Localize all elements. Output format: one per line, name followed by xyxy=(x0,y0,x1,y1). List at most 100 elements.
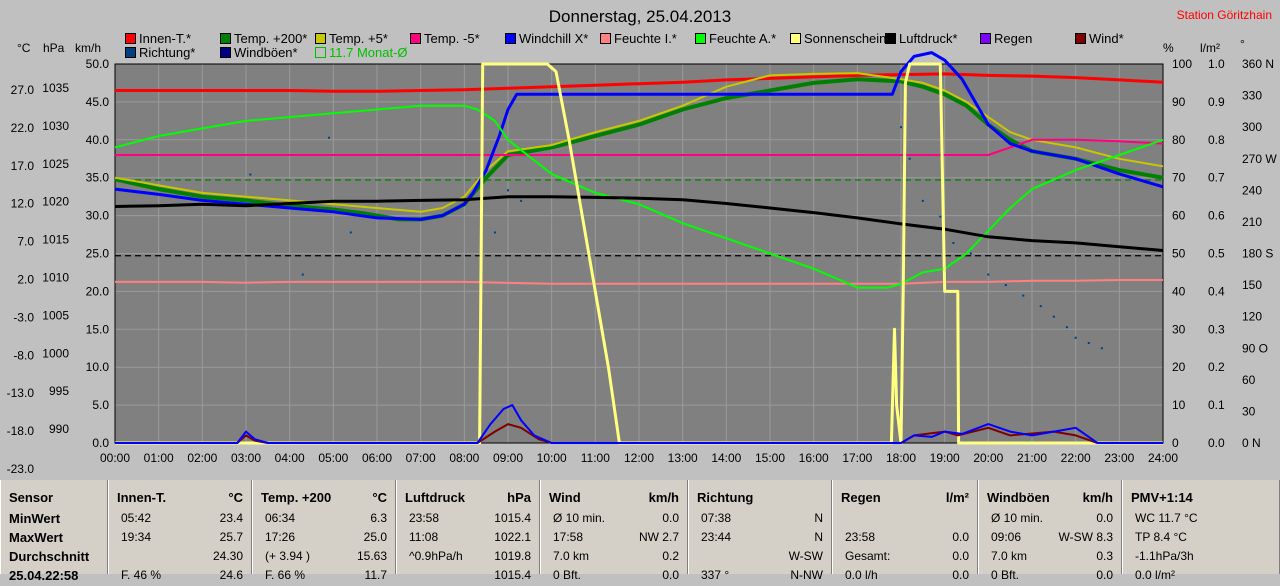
direction-point xyxy=(520,199,523,202)
series-line xyxy=(114,51,1164,221)
stats-cell-value: N xyxy=(814,511,823,525)
legend-item: 11.7 Monat-Ø xyxy=(315,45,408,60)
stats-cell-value: 0.0 xyxy=(1096,568,1113,582)
stats-cell-label: Ø 10 min. xyxy=(553,511,606,525)
legend-swatch xyxy=(410,33,421,44)
tick-lm2: 0.7 xyxy=(1208,171,1225,185)
direction-point xyxy=(921,199,924,202)
direction-point xyxy=(939,215,942,218)
tick-x: 23:00 xyxy=(1104,451,1134,465)
legend-swatch xyxy=(600,33,611,44)
stats-row: F. 46 % 24.6 xyxy=(117,568,243,586)
legend-label: Luftdruck* xyxy=(899,31,958,46)
unit-percent: % xyxy=(1163,41,1174,55)
stats-cell-value: 0.3 xyxy=(1096,549,1113,563)
tick-lm2: 0.4 xyxy=(1208,284,1225,298)
stats-row: Durchschnitt xyxy=(9,549,99,567)
legend-item: Sonnenschein* xyxy=(790,31,891,46)
stats-column-unit: l/m² xyxy=(945,490,969,505)
legend-item: Luftdruck* xyxy=(885,31,958,46)
stats-column-unit: hPa xyxy=(507,490,531,505)
stats-column: Luftdruck hPa 23:58 1015.4 11:08 1022.1 ^0.9hP… xyxy=(396,480,540,582)
stats-cell-label: Durchschnitt xyxy=(9,549,90,564)
stats-row: 24.30 xyxy=(117,549,243,567)
stats-row: 0 Bft. 0.0 xyxy=(987,568,1113,586)
tick-lm2: 0.2 xyxy=(1208,360,1225,374)
legend-label: Temp. -5* xyxy=(424,31,480,46)
stats-cell-value: 0.2 xyxy=(662,549,679,563)
stats-cell-label: MaxWert xyxy=(9,530,63,545)
stats-cell-label: -1.1hPa/3h xyxy=(1135,549,1194,563)
legend-label: 11.7 Monat-Ø xyxy=(329,45,408,60)
stats-row: 1015.4 xyxy=(405,568,531,586)
tick-hpa: 1020 xyxy=(42,195,69,209)
tick-x: 10:00 xyxy=(537,451,567,465)
legend-swatch xyxy=(1075,33,1086,44)
stats-column-title: Windböen km/h xyxy=(987,490,1113,505)
tick-celsius: 17.0 xyxy=(11,159,35,173)
stats-cell-value: 6.3 xyxy=(370,511,387,525)
stats-row: 19:34 25.7 xyxy=(117,530,243,548)
legend-swatch xyxy=(790,33,801,44)
stats-cell-value: 0.0 xyxy=(952,568,969,582)
unit-deg: ° xyxy=(1240,37,1245,51)
tick-percent: 70 xyxy=(1172,171,1186,185)
stats-row: 17:26 25.0 xyxy=(261,530,387,548)
stats-cell-label: 19:34 xyxy=(121,530,152,544)
legend-item: Temp. +200* xyxy=(220,31,307,46)
legend-swatch xyxy=(695,33,706,44)
stats-cell-label: 0 Bft. xyxy=(991,568,1020,582)
stats-column-title: PMV+1:14 xyxy=(1131,490,1193,505)
tick-lm2: 0.0 xyxy=(1208,436,1225,450)
tick-percent: 40 xyxy=(1172,284,1186,298)
stats-cell-label: 17:58 xyxy=(553,530,584,544)
tick-celsius: -18.0 xyxy=(7,424,35,438)
stats-cell-label: Ø 10 min. xyxy=(991,511,1044,525)
tick-deg: 120 xyxy=(1242,310,1262,324)
tick-percent: 60 xyxy=(1172,209,1186,223)
tick-x: 19:00 xyxy=(930,451,960,465)
legend-swatch xyxy=(885,33,896,44)
legend-swatch xyxy=(315,47,326,58)
stats-row: Ø 10 min. 0.0 xyxy=(549,511,679,529)
legend-item: Temp. +5* xyxy=(315,31,388,46)
stats-column: PMV+1:14 WC 11.7 °C TP 8.4 °C -1.1hPa/3h 0.0… xyxy=(1122,480,1280,582)
stats-cell-value: 25.7 xyxy=(219,530,243,544)
stats-cell-value: 1015.4 xyxy=(494,568,531,582)
stats-cell-value: 0.0 xyxy=(952,549,969,563)
stats-cell-label: 23:44 xyxy=(701,530,732,544)
direction-point xyxy=(1065,326,1068,329)
direction-point xyxy=(908,157,911,160)
tick-deg: 360 N xyxy=(1242,57,1274,71)
stats-row: 23:58 1015.4 xyxy=(405,511,531,529)
stats-cell-label: MinWert xyxy=(9,511,61,526)
stats-cell-value: 1022.1 xyxy=(494,530,531,544)
tick-deg: 150 xyxy=(1242,278,1262,292)
stats-column-title: Temp. +200 °C xyxy=(261,490,387,505)
stats-cell-label: (+ 3.94 ) xyxy=(265,549,311,563)
tick-deg: 90 O xyxy=(1242,341,1268,355)
tick-deg: 180 S xyxy=(1242,247,1273,261)
tick-hpa: 1015 xyxy=(42,233,69,247)
tick-deg: 210 xyxy=(1242,215,1262,229)
series-line xyxy=(115,279,1163,285)
tick-lm2: 0.8 xyxy=(1208,133,1225,147)
legend-label: Regen xyxy=(994,31,1033,46)
tick-kmh: 5.0 xyxy=(92,398,109,412)
legend-label: Feuchte A.* xyxy=(709,31,777,46)
stats-cell-label: 17:26 xyxy=(265,530,296,544)
tick-x: 16:00 xyxy=(799,451,829,465)
stats-row: WC 11.7 °C xyxy=(1131,511,1271,529)
tick-x: 13:00 xyxy=(668,451,698,465)
legend-item: Innen-T.* xyxy=(125,31,191,46)
tick-hpa: 1035 xyxy=(42,81,69,95)
stats-column-title: Luftdruck hPa xyxy=(405,490,531,505)
legend-item: Temp. -5* xyxy=(410,31,480,46)
stats-row: Gesamt: 0.0 xyxy=(841,549,969,567)
stats-cell-value: 11.7 xyxy=(364,568,387,582)
tick-x: 07:00 xyxy=(406,451,436,465)
stats-row: 7.0 km 0.3 xyxy=(987,549,1113,567)
stats-column-unit: km/h xyxy=(648,490,679,505)
tick-x: 18:00 xyxy=(886,451,916,465)
stats-row: W-SW xyxy=(697,549,823,567)
